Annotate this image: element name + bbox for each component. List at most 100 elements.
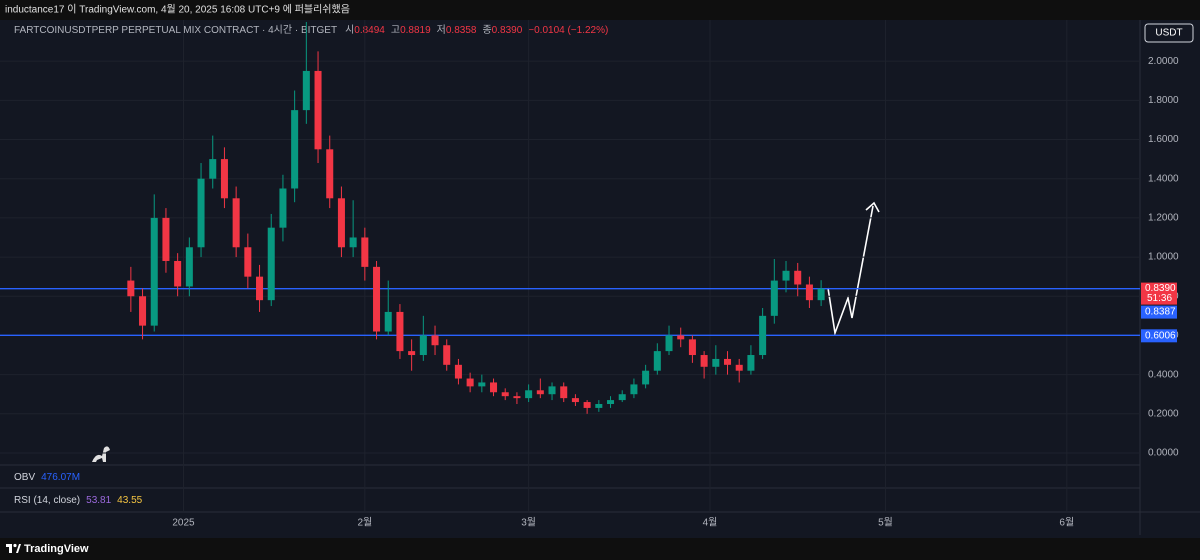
- candle-body: [700, 355, 708, 367]
- top-bar: [0, 0, 1200, 20]
- x-tick-label: 2025: [172, 518, 195, 529]
- candle-body: [162, 217, 170, 261]
- indicator-value: 43.55: [117, 495, 142, 506]
- ohlc-label: 저: [437, 24, 446, 36]
- indicator-legend: OBV 476.07M: [14, 472, 80, 483]
- level-label: 0.8387: [1145, 307, 1176, 318]
- y-tick-label: 0.4000: [1148, 369, 1179, 380]
- candle-body: [583, 402, 591, 408]
- ohlc-label: 종: [482, 24, 491, 36]
- candle-body: [607, 400, 615, 405]
- candle-body: [373, 266, 381, 332]
- bottom-bar: [0, 538, 1200, 560]
- candle-body: [232, 198, 240, 248]
- x-tick-label: 2월: [357, 517, 372, 529]
- x-tick-label: 5월: [878, 517, 893, 529]
- candle-body: [478, 382, 486, 387]
- candle-body: [314, 70, 322, 150]
- candle-body: [735, 364, 743, 371]
- candle-body: [805, 284, 813, 301]
- ohlc-label: 시: [345, 24, 354, 36]
- candle-body: [466, 378, 474, 387]
- candle-body: [419, 335, 427, 356]
- y-tick-label: 0.0000: [1148, 448, 1179, 459]
- candle-body: [443, 345, 451, 365]
- candle-body: [197, 178, 205, 248]
- y-tick-label: 1.4000: [1148, 173, 1179, 184]
- candle-body: [127, 280, 135, 297]
- candle-body: [724, 358, 732, 365]
- candle-body: [185, 247, 193, 287]
- publish-info: inductance17 이 TradingView.com, 4월 20, 2…: [5, 3, 350, 16]
- candle-body: [817, 288, 825, 301]
- ohlc-value: 0.8494: [354, 25, 385, 36]
- candle-body: [454, 364, 462, 379]
- y-tick-label: 1.6000: [1148, 134, 1179, 145]
- candle-body: [174, 260, 182, 287]
- candle-body: [688, 339, 696, 356]
- change: −0.0104 (−1.22%): [528, 25, 608, 36]
- y-tick-label: 1.0000: [1148, 252, 1179, 263]
- candle-body: [220, 159, 228, 199]
- y-tick-label: 2.0000: [1148, 56, 1179, 67]
- candle-body: [302, 70, 310, 111]
- ohlc-value: 0.8390: [492, 25, 523, 36]
- logo-part: [13, 543, 17, 548]
- y-tick-label: 1.8000: [1148, 95, 1179, 106]
- level-box: [1141, 305, 1177, 319]
- indicators: OBV 476.07M RSI (14, close) 53.81 43.55: [14, 472, 143, 506]
- candle-body: [150, 217, 158, 326]
- candle-body: [548, 386, 556, 395]
- candle-body: [525, 390, 533, 399]
- indicator-value: 53.81: [86, 495, 111, 506]
- candle-body: [431, 335, 439, 346]
- y-tick-label: 0.2000: [1148, 408, 1179, 419]
- indicator-value: 476.07M: [41, 472, 80, 483]
- logo-part: [9, 544, 12, 553]
- header: FARTCOINUSDTPERP PERPETUAL MIX CONTRACT …: [14, 24, 608, 36]
- arrow-head: [865, 201, 880, 213]
- candle-body: [794, 270, 802, 285]
- indicator-name: OBV: [14, 472, 35, 483]
- candle-body: [256, 276, 264, 301]
- candle-body: [501, 392, 509, 397]
- ohlc-value: 0.8358: [446, 25, 477, 36]
- candle-body: [279, 188, 287, 228]
- currency: USDT: [1155, 28, 1182, 39]
- candle-body: [408, 351, 416, 356]
- currency-box[interactable]: [1144, 23, 1194, 43]
- candle-body: [630, 384, 638, 395]
- candle-body: [595, 404, 603, 408]
- level-label: 0.6006: [1145, 330, 1176, 341]
- dino: [92, 446, 110, 462]
- level-box: [1141, 329, 1177, 343]
- tv-logo: [6, 543, 21, 553]
- candle-body: [326, 149, 334, 199]
- dino-logo: [92, 446, 110, 462]
- candle-body: [490, 382, 498, 393]
- candle-body: [384, 311, 392, 332]
- candle-body: [747, 355, 755, 371]
- logo-part: [16, 544, 21, 553]
- candle-body: [782, 270, 790, 281]
- chart-title: FARTCOINUSDTPERP PERPETUAL MIX CONTRACT …: [14, 24, 337, 36]
- candle-body: [712, 358, 720, 367]
- candle-body: [361, 237, 369, 267]
- candle-body: [770, 280, 778, 316]
- x-tick-label: 4월: [703, 517, 718, 529]
- ohlc-label: 고: [391, 25, 400, 36]
- candle-body: [571, 398, 579, 403]
- candle-body: [618, 394, 626, 401]
- drawing-arrow: [827, 205, 874, 337]
- last-price-label: 0.8390: [1145, 283, 1176, 294]
- candle-body: [209, 159, 217, 179]
- candle-body: [349, 237, 357, 248]
- candle-body: [513, 396, 521, 399]
- y-tick-label: 1.2000: [1148, 213, 1179, 224]
- brand: TradingView: [24, 543, 89, 555]
- candle-body: [139, 296, 147, 326]
- candle-body: [665, 335, 673, 352]
- countdown: 51:36: [1147, 293, 1172, 304]
